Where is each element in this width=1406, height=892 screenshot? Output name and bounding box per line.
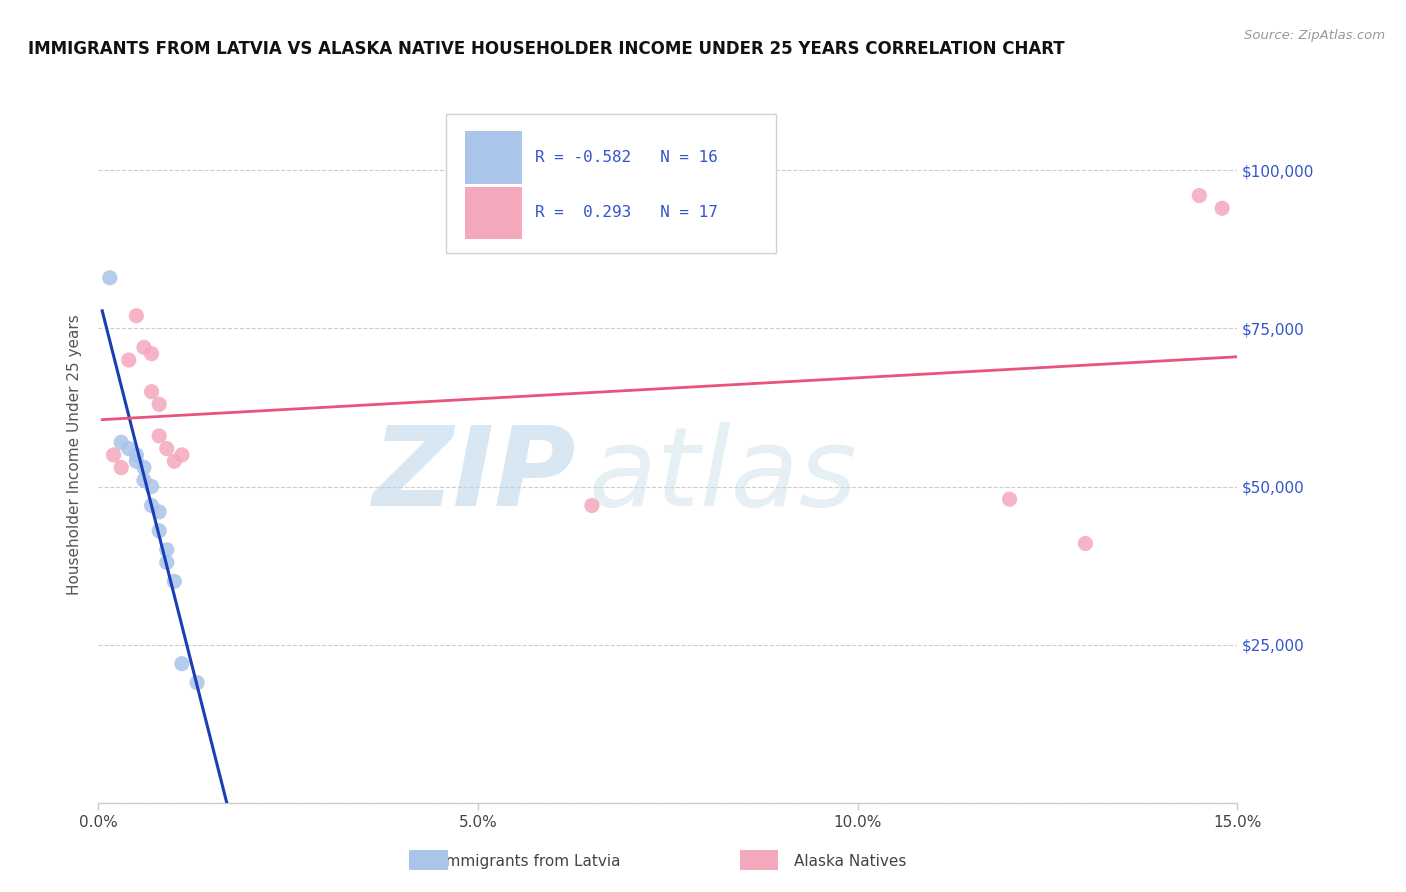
Point [141, 479, 163, 493]
Text: R = -0.582   N = 16: R = -0.582 N = 16 [534, 150, 717, 165]
Point [148, 397, 170, 411]
Point [125, 309, 148, 323]
Text: Source: ZipAtlas.com: Source: ZipAtlas.com [1244, 29, 1385, 42]
Text: IMMIGRANTS FROM LATVIA VS ALASKA NATIVE HOUSEHOLDER INCOME UNDER 25 YEARS CORREL: IMMIGRANTS FROM LATVIA VS ALASKA NATIVE … [28, 40, 1064, 58]
FancyBboxPatch shape [465, 131, 522, 184]
Point [125, 448, 148, 462]
Text: R =  0.293   N = 17: R = 0.293 N = 17 [534, 205, 717, 220]
Point [1074, 536, 1097, 550]
Text: Alaska Natives: Alaska Natives [794, 855, 907, 870]
Point [141, 384, 163, 399]
Point [186, 675, 208, 690]
Point [110, 460, 132, 475]
Point [170, 657, 193, 671]
Point [163, 454, 186, 468]
Point [998, 492, 1021, 507]
Text: Immigrants from Latvia: Immigrants from Latvia [441, 855, 621, 870]
Point [132, 473, 155, 487]
Point [1211, 201, 1233, 215]
Point [581, 499, 603, 513]
Point [118, 353, 141, 368]
Point [1188, 188, 1211, 202]
Point [132, 340, 155, 354]
Point [163, 574, 186, 589]
Point [125, 454, 148, 468]
Point [148, 505, 170, 519]
Y-axis label: Householder Income Under 25 years: Householder Income Under 25 years [67, 315, 83, 595]
Point [156, 442, 179, 456]
Point [98, 270, 121, 285]
Point [148, 429, 170, 443]
FancyBboxPatch shape [740, 850, 779, 871]
Point [170, 448, 193, 462]
FancyBboxPatch shape [446, 114, 776, 253]
Point [141, 499, 163, 513]
Text: ZIP: ZIP [373, 422, 576, 529]
Point [103, 448, 125, 462]
Point [141, 347, 163, 361]
Point [156, 556, 179, 570]
Point [132, 460, 155, 475]
Point [118, 442, 141, 456]
FancyBboxPatch shape [409, 850, 449, 871]
Point [110, 435, 132, 450]
Point [148, 524, 170, 538]
Text: atlas: atlas [588, 422, 856, 529]
FancyBboxPatch shape [465, 187, 522, 239]
Point [156, 542, 179, 557]
